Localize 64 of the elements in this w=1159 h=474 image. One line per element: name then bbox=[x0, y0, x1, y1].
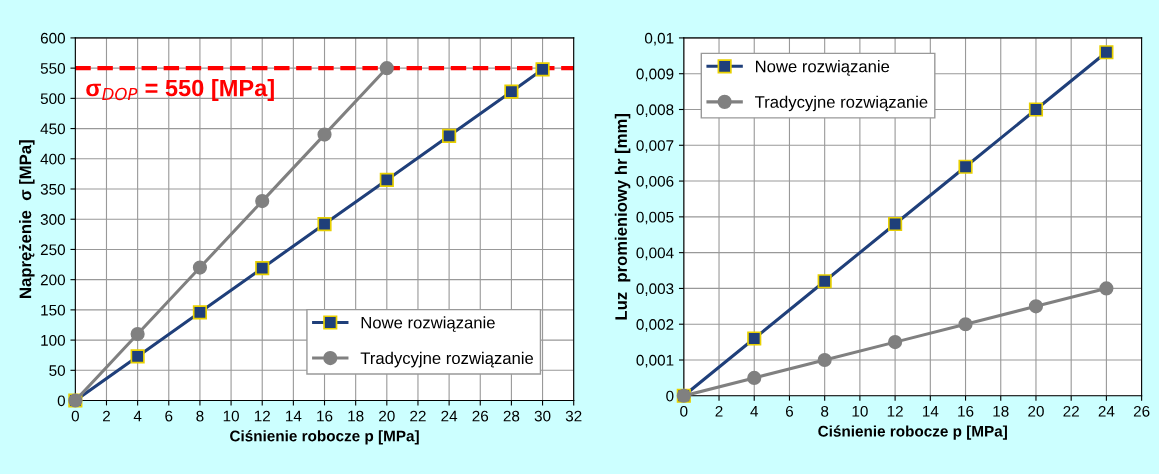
x-tick-label: 30 bbox=[534, 410, 551, 422]
x-axis-title: Ciśnienie robocze p [MPa] bbox=[818, 425, 1007, 440]
x-tick-label: 4 bbox=[133, 410, 142, 422]
x-tick-label: 8 bbox=[196, 410, 204, 422]
y-tick-label: 0,01 bbox=[644, 32, 674, 46]
x-tick-label: 12 bbox=[887, 405, 903, 417]
legend-label: Nowe rozwiązanie bbox=[756, 60, 890, 76]
x-tick-label: 14 bbox=[286, 410, 302, 422]
ref-line-label: σ$_{DOP}$ = 550 [MPa] bbox=[86, 79, 274, 102]
x-tick-label: 26 bbox=[472, 410, 489, 422]
y-tick-label: 0,005 bbox=[636, 211, 674, 225]
x-tick-label: 20 bbox=[379, 410, 395, 422]
y-tick-label: 300 bbox=[40, 214, 66, 225]
x-tick-label: 16 bbox=[958, 405, 974, 417]
y-tick-label: 600 bbox=[40, 32, 66, 44]
x-tick-label: 22 bbox=[410, 410, 426, 422]
y-tick-label: 100 bbox=[41, 334, 66, 346]
y-tick-label: 450 bbox=[40, 123, 66, 135]
y-tick-label: 550 bbox=[40, 63, 66, 74]
y-tick-label: 200 bbox=[40, 274, 66, 286]
x-tick-label: 6 bbox=[785, 405, 794, 417]
x-axis-title: Ciśnienie robocze p [MPa] bbox=[230, 430, 419, 445]
y-axis-title: Naprężenie σ [MPa] bbox=[19, 140, 35, 298]
y-tick-label: 400 bbox=[40, 153, 66, 165]
x-tick-label: 0 bbox=[680, 405, 688, 417]
x-tick-label: 2 bbox=[715, 405, 723, 417]
x-tick-label: 20 bbox=[1028, 405, 1044, 417]
x-tick-label: 24 bbox=[1098, 405, 1115, 417]
y-tick-label: 50 bbox=[49, 365, 66, 376]
y-tick-label: 0,007 bbox=[636, 140, 674, 153]
y-tick-label: 350 bbox=[40, 183, 66, 195]
x-tick-label: 26 bbox=[1133, 405, 1150, 417]
y-tick-label: 0 bbox=[57, 395, 66, 407]
y-tick-label: 0,002 bbox=[636, 319, 674, 332]
y-tick-label: 0,008 bbox=[636, 104, 674, 117]
x-tick-label: 18 bbox=[993, 405, 1009, 417]
y-tick-label: 0,001 bbox=[636, 354, 674, 368]
x-tick-label: 4 bbox=[750, 406, 759, 417]
y-tick-label: 0,004 bbox=[636, 247, 674, 261]
y-tick-label: 0,003 bbox=[636, 283, 674, 296]
x-tick-label: 2 bbox=[103, 410, 110, 422]
x-tick-label: 10 bbox=[852, 405, 868, 417]
x-tick-label: 32 bbox=[565, 410, 582, 422]
y-axis-title: Luz promieniowy hr [mm] bbox=[614, 114, 631, 320]
y-tick-label: 250 bbox=[40, 244, 66, 256]
y-tick-label: 150 bbox=[41, 304, 66, 316]
x-tick-label: 24 bbox=[441, 410, 458, 422]
x-tick-label: 10 bbox=[223, 410, 239, 422]
x-tick-label: 12 bbox=[254, 410, 270, 422]
y-tick-label: 0,009 bbox=[636, 68, 674, 82]
legend-label: Tradycyjne rozwiązanie bbox=[755, 95, 928, 112]
legend-label: Tradycyjne rozwiązanie bbox=[360, 351, 534, 368]
y-tick-label: 0,006 bbox=[636, 175, 674, 189]
x-tick-label: 6 bbox=[165, 410, 173, 422]
x-tick-label: 8 bbox=[821, 405, 829, 417]
x-tick-label: 16 bbox=[317, 410, 333, 422]
x-tick-label: 28 bbox=[503, 410, 520, 422]
y-tick-label: 500 bbox=[40, 93, 66, 105]
x-tick-label: 18 bbox=[348, 410, 364, 422]
y-tick-label: 0 bbox=[666, 390, 674, 402]
x-tick-label: 22 bbox=[1063, 405, 1079, 417]
legend-label: Nowe rozwiązanie bbox=[361, 316, 495, 332]
x-tick-label: 0 bbox=[71, 410, 79, 422]
x-tick-label: 14 bbox=[922, 406, 939, 417]
